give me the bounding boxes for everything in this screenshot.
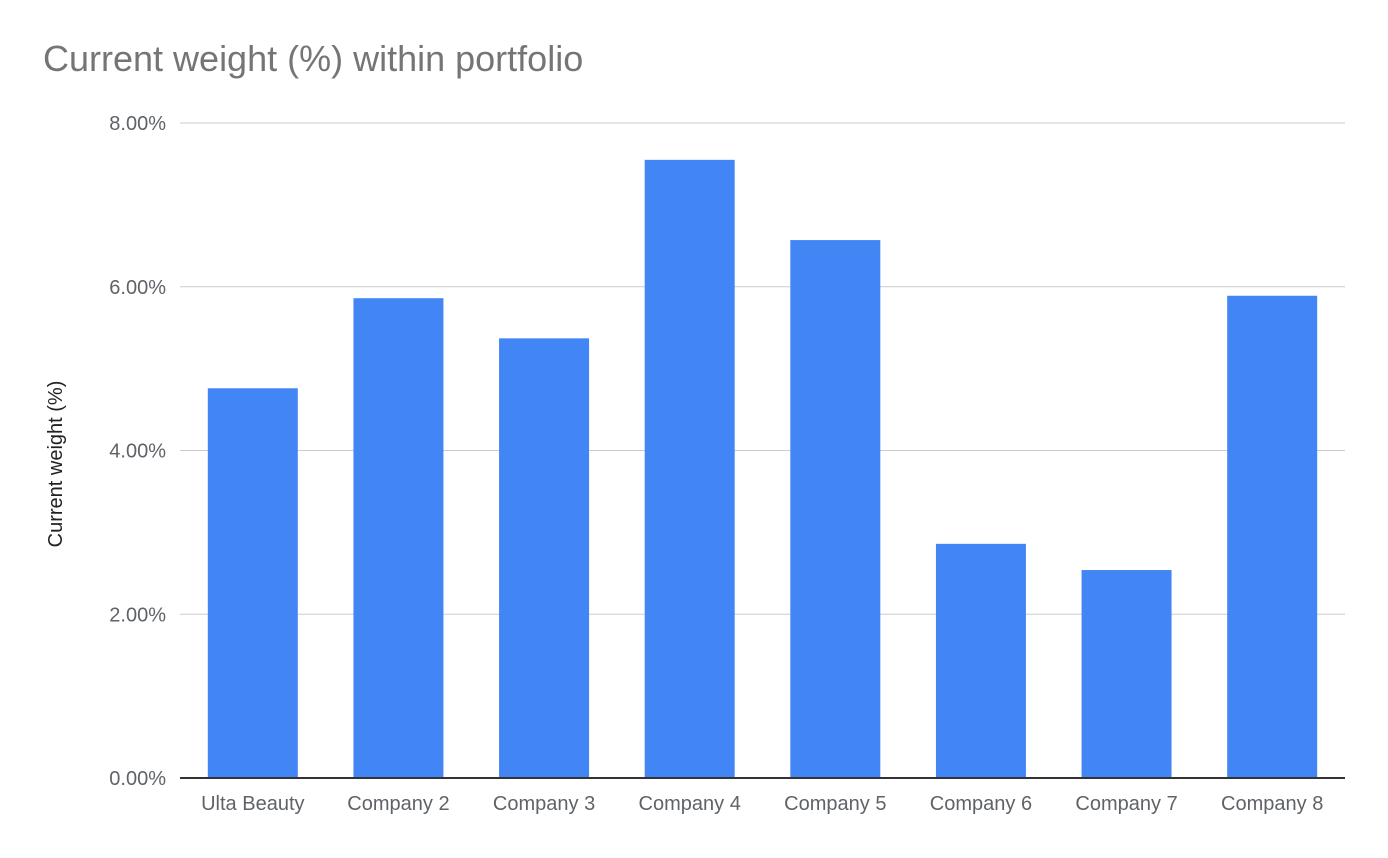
bar[interactable] (353, 298, 444, 778)
x-tick-label: Company 8 (1221, 793, 1323, 815)
x-tick-label: Company 4 (639, 793, 741, 815)
y-tick-labels: 0.00% 2.00% 4.00% 6.00% 8.00% (109, 113, 166, 790)
chart-title: Current weight (%) within portfolio (43, 38, 584, 79)
x-tick-label: Company 5 (784, 793, 886, 815)
y-tick-label: 8.00% (109, 113, 166, 135)
y-axis-title: Current weight (%) (45, 381, 67, 548)
bar[interactable] (644, 159, 735, 778)
x-tick-label: Company 2 (347, 793, 449, 815)
x-tick-labels: Ulta Beauty Company 2 Company 3 Company 4 Co… (201, 793, 1323, 815)
x-tick-label: Company 3 (493, 793, 595, 815)
y-tick-label: 2.00% (109, 604, 166, 626)
bar[interactable] (1081, 570, 1172, 778)
bar[interactable] (207, 388, 298, 778)
x-tick-label: Company 6 (930, 793, 1032, 815)
y-tick-label: 6.00% (109, 277, 166, 299)
bar[interactable] (499, 338, 590, 778)
bar[interactable] (935, 543, 1026, 778)
bars (207, 159, 1318, 779)
y-tick-label: 0.00% (109, 768, 166, 790)
x-tick-label: Company 7 (1075, 793, 1177, 815)
bar[interactable] (1227, 295, 1318, 778)
bar[interactable] (790, 240, 881, 779)
y-tick-label: 4.00% (109, 441, 166, 463)
x-tick-label: Ulta Beauty (201, 793, 304, 815)
